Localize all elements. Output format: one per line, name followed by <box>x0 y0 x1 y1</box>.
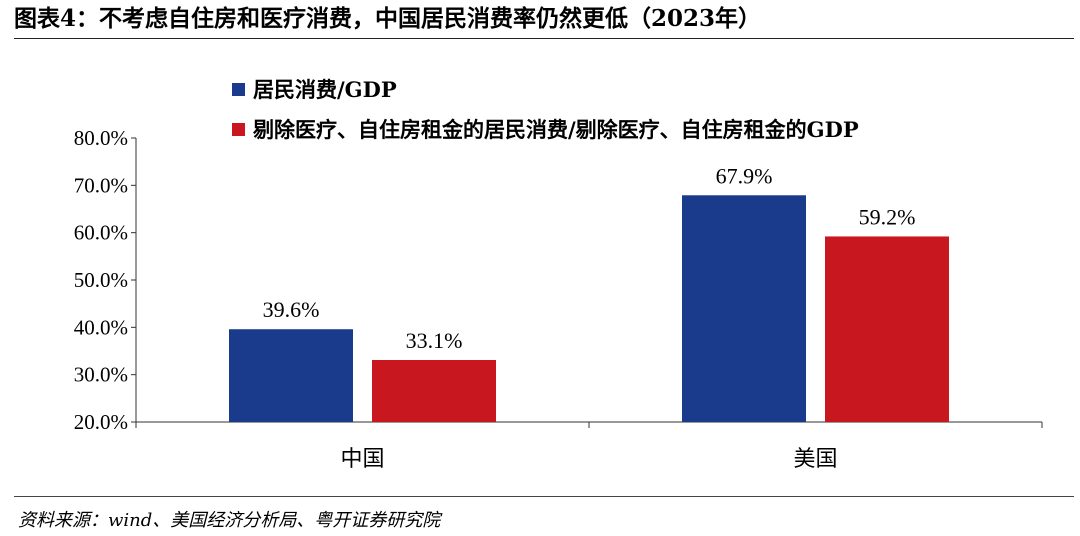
title-divider <box>14 38 1074 39</box>
legend-swatch-1 <box>232 82 245 96</box>
bar-1-1 <box>229 329 353 422</box>
legend-label-1: 居民消费/GDP <box>253 77 397 102</box>
data-label: 39.6% <box>263 297 320 322</box>
data-label: 59.2% <box>859 204 916 229</box>
bar-1-2 <box>682 195 806 422</box>
bar-chart: 20.0% 30.0% 40.0% 50.0% 60.0% 70.0% 80.0% 39.6%… <box>74 126 1043 472</box>
bar-2-1 <box>372 359 496 422</box>
bar-2-2 <box>825 236 949 422</box>
y-tick-label: 70.0% <box>74 173 128 197</box>
chart-title: 图表4：不考虑自住房和医疗消费，中国居民消费率仍然更低（2023年） <box>14 5 762 32</box>
source-divider <box>14 496 1074 497</box>
y-tick-label: 80.0% <box>74 126 128 150</box>
y-tick-label: 60.0% <box>74 221 128 245</box>
x-category-label: 中国 <box>340 447 384 472</box>
legend-swatch-2 <box>232 122 245 136</box>
y-tick-label: 40.0% <box>74 315 128 339</box>
y-tick-label: 30.0% <box>74 363 128 387</box>
y-tick-label: 50.0% <box>74 268 128 292</box>
source-note: 资料来源：wind、美国经济分析局、粤开证券研究院 <box>18 510 441 531</box>
legend-item-2: 剔除医疗、自住房租金的居民消费/剔除医疗、自住房租金的GDP <box>232 114 859 144</box>
legend-item-1: 居民消费/GDP <box>232 74 397 104</box>
data-label: 33.1% <box>406 328 463 353</box>
x-category-label: 美国 <box>793 447 837 472</box>
legend-label-2: 剔除医疗、自住房租金的居民消费/剔除医疗、自住房租金的GDP <box>253 117 859 142</box>
y-tick-label: 20.0% <box>74 410 128 434</box>
data-label: 67.9% <box>716 163 773 188</box>
